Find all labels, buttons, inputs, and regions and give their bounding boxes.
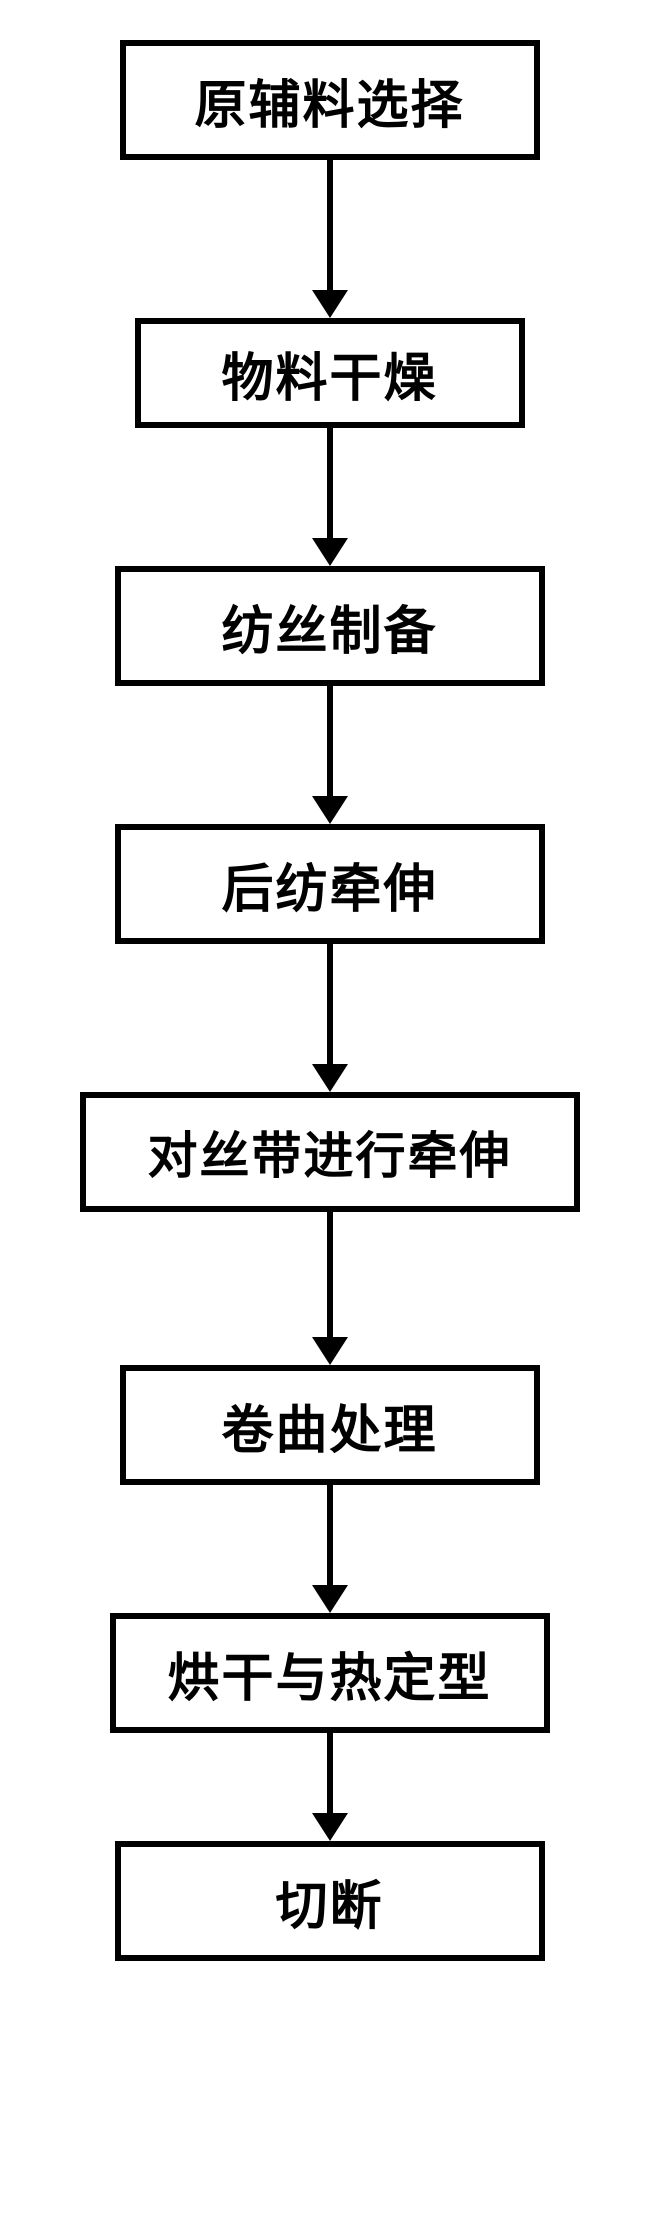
flowchart-arrow: [312, 686, 348, 824]
flowchart-container: 原辅料选择 物料干燥 纺丝制备 后纺牵伸 对丝带进行牵伸 卷曲处理 烘干与热定型: [80, 40, 580, 1961]
flowchart-node: 纺丝制备: [115, 566, 545, 686]
arrow-head-icon: [312, 796, 348, 824]
node-label: 切断: [275, 1864, 383, 1939]
arrow-head-icon: [312, 538, 348, 566]
flowchart-arrow: [312, 1212, 348, 1365]
flowchart-arrow: [312, 944, 348, 1092]
arrow-line: [327, 1485, 333, 1587]
flowchart-node: 原辅料选择: [120, 40, 540, 160]
arrow-head-icon: [312, 1585, 348, 1613]
node-label: 烘干与热定型: [167, 1636, 491, 1711]
arrow-head-icon: [312, 1337, 348, 1365]
flowchart-arrow: [312, 160, 348, 318]
arrow-line: [327, 428, 333, 540]
flowchart-arrow: [312, 428, 348, 566]
flowchart-node: 物料干燥: [135, 318, 525, 428]
flowchart-arrow: [312, 1485, 348, 1613]
node-label: 纺丝制备: [221, 589, 437, 664]
arrow-head-icon: [312, 290, 348, 318]
node-label: 对丝带进行牵伸: [148, 1116, 512, 1188]
flowchart-node: 卷曲处理: [120, 1365, 540, 1485]
flowchart-node: 对丝带进行牵伸: [80, 1092, 580, 1212]
arrow-head-icon: [312, 1064, 348, 1092]
arrow-head-icon: [312, 1813, 348, 1841]
arrow-line: [327, 944, 333, 1066]
flowchart-node: 烘干与热定型: [110, 1613, 550, 1733]
node-label: 卷曲处理: [221, 1388, 437, 1463]
arrow-line: [327, 1733, 333, 1815]
arrow-line: [327, 686, 333, 798]
arrow-line: [327, 160, 333, 292]
flowchart-node: 后纺牵伸: [115, 824, 545, 944]
node-label: 物料干燥: [221, 336, 437, 411]
node-label: 后纺牵伸: [221, 847, 437, 922]
node-label: 原辅料选择: [194, 63, 464, 138]
arrow-line: [327, 1212, 333, 1339]
flowchart-node: 切断: [115, 1841, 545, 1961]
flowchart-arrow: [312, 1733, 348, 1841]
